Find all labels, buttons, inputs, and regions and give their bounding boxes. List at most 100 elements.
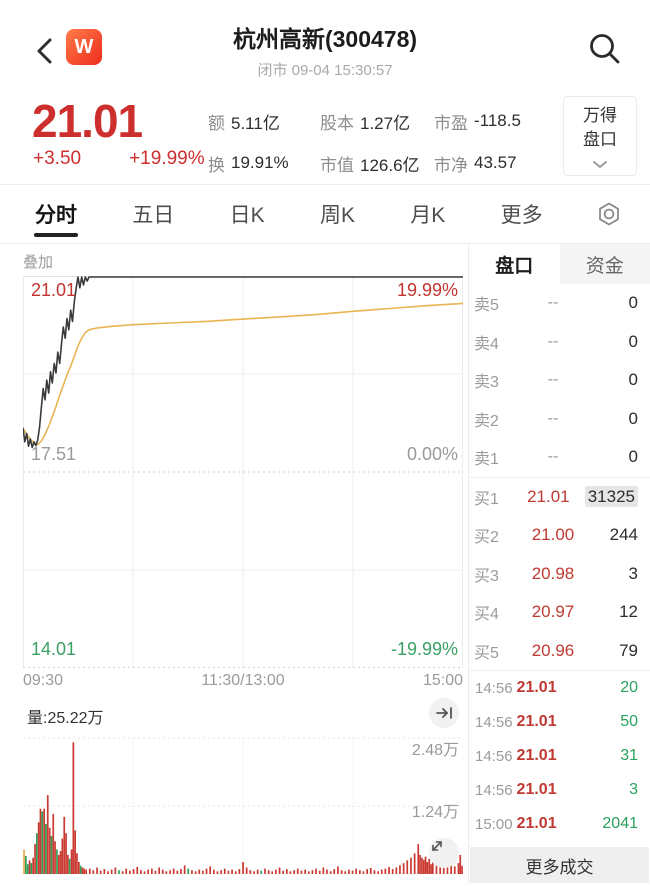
trade-volume: 2041 (602, 815, 638, 832)
wande-pankou-line1: 万得 (583, 106, 617, 125)
ask-volume: 0 (628, 370, 638, 390)
bid-row[interactable]: 买4 20.97 12 (469, 593, 650, 632)
trade-price: 21.01 (516, 815, 557, 832)
ask-row[interactable]: 卖4 -- 0 (469, 323, 650, 362)
panel-tab-1[interactable]: 资金 (585, 255, 624, 277)
trade-row[interactable]: 14:56 21.01 3 (469, 773, 650, 807)
quote-stats: 额 5.11亿 股本 1.27亿 市盈 -118.5 换 19.91% 市值 126.6亿 市净 43… (208, 100, 540, 184)
bid-price: 20.98 (531, 563, 575, 583)
trade-price: 21.01 (516, 713, 557, 730)
overlay-button[interactable]: 叠加 (23, 254, 54, 271)
stat-label: 市净 (434, 155, 468, 175)
wande-pankou-button[interactable]: 万得 盘口 (563, 96, 637, 176)
ask-volume: 0 (628, 447, 638, 467)
chart-area: 叠加 21.01 19.99% 17.51 0.00% 14.01 -19.99… (0, 244, 468, 884)
panel-tabs: 盘口 资金 (469, 244, 650, 284)
ask-price: -- (547, 409, 559, 427)
ask-price: -- (547, 332, 559, 350)
stat-value: 1.27亿 (360, 113, 411, 133)
stat-value: 126.6亿 (360, 155, 420, 175)
volume-chart[interactable]: 2.48万 1.24万 (23, 734, 463, 874)
chevron-down-icon (593, 161, 607, 168)
ask-price: -- (547, 371, 559, 389)
stat-value: 43.57 (474, 153, 517, 172)
bid-price: 21.01 (527, 486, 570, 506)
trade-time: 14:56 (475, 679, 513, 697)
trade-volume: 50 (620, 713, 638, 730)
bid-row[interactable]: 买3 20.98 3 (469, 555, 650, 594)
stat-label: 市值 (320, 155, 354, 175)
period-tab-5[interactable]: 更多 (500, 204, 543, 227)
ask-volume: 0 (628, 293, 638, 313)
bid-levels: 买1 21.01 31325 买2 21.00 244 买3 20.98 3 买4 20.97 12 买… (469, 476, 650, 671)
stat-value: -118.5 (474, 111, 521, 130)
ask-row[interactable]: 卖2 -- 0 (469, 400, 650, 439)
trade-price: 21.01 (516, 679, 557, 696)
stat-value: 19.91% (231, 153, 289, 172)
stat-2: 市盈 -118.5 (434, 100, 540, 142)
trade-time: 14:56 (475, 713, 513, 731)
last-price: 21.01 (32, 95, 143, 147)
stat-3: 换 19.91% (208, 142, 320, 184)
trade-row[interactable]: 14:56 21.01 31 (469, 739, 650, 773)
trade-price: 21.01 (516, 747, 557, 764)
trade-row[interactable]: 14:56 21.01 50 (469, 705, 650, 739)
bid-volume: 12 (619, 602, 638, 622)
jump-to-latest-button[interactable] (429, 698, 459, 728)
stat-5: 市净 43.57 (434, 142, 540, 184)
x-tick-close: 15:00 (422, 672, 463, 689)
trade-row[interactable]: 15:00 21.01 2041 (469, 807, 650, 841)
ask-label: 卖2 (474, 412, 499, 430)
bid-row[interactable]: 买1 21.01 31325 (469, 478, 650, 517)
panel-tab-0[interactable]: 盘口 (469, 244, 560, 284)
bid-label: 买5 (474, 644, 499, 662)
stat-label: 换 (208, 155, 225, 175)
more-trades-button[interactable]: 更多成交 (470, 847, 649, 883)
bid-volume: 244 (609, 525, 638, 545)
period-tab-1[interactable]: 五日 (132, 204, 175, 227)
bid-row[interactable]: 买5 20.96 79 (469, 632, 650, 671)
period-tab-3[interactable]: 周K (319, 204, 355, 227)
trade-volume: 20 (620, 679, 638, 696)
order-book-panel: 盘口 资金 卖5 -- 0 卖4 -- 0 卖3 -- 0 卖2 -- 0 卖1 -- 0 买1 21.01 31… (468, 244, 650, 884)
ask-row[interactable]: 卖3 -- 0 (469, 361, 650, 400)
arrow-to-end-icon (435, 707, 452, 719)
bid-row[interactable]: 买2 21.00 244 (469, 516, 650, 555)
highlighted-volume: 31325 (584, 485, 638, 507)
time-axis: 09:30 11:30/13:00 15:00 (23, 668, 463, 696)
ask-levels: 卖5 -- 0 卖4 -- 0 卖3 -- 0 卖2 -- 0 卖1 -- 0 (469, 284, 650, 477)
intraday-price-chart[interactable]: 21.01 19.99% 17.51 0.00% 14.01 -19.99% (23, 276, 463, 668)
search-icon[interactable] (588, 32, 622, 66)
ask-row[interactable]: 卖5 -- 0 (469, 284, 650, 323)
period-tabbar: 分时 五日 日K 周K 月K 更多 (0, 185, 650, 244)
ask-label: 卖1 (474, 451, 499, 469)
x-tick-noon: 11:30/13:00 (201, 672, 285, 689)
period-tab-4[interactable]: 月K (410, 204, 446, 227)
back-button[interactable] (34, 36, 56, 66)
period-tab-2[interactable]: 日K (229, 204, 265, 227)
price-change: +3.50 (33, 148, 82, 169)
stat-label: 市盈 (434, 113, 468, 133)
bid-label: 买2 (474, 529, 499, 547)
ask-volume: 0 (628, 408, 638, 428)
bid-volume: 31325 (584, 485, 638, 507)
ask-label: 卖4 (474, 335, 499, 353)
period-tab-0[interactable]: 分时 (33, 185, 79, 243)
stat-1: 股本 1.27亿 (320, 100, 434, 142)
ask-row[interactable]: 卖1 -- 0 (469, 438, 650, 477)
header: W 杭州高新(300478) 闭市 09-04 15:30:57 (0, 0, 650, 90)
bid-price: 21.00 (531, 525, 575, 545)
expand-chart-button[interactable] (429, 838, 459, 868)
ask-label: 卖3 (474, 374, 499, 392)
trade-price: 21.01 (516, 781, 557, 798)
ask-price: -- (547, 294, 559, 312)
wande-pankou-line2: 盘口 (583, 130, 617, 149)
bid-label: 买1 (474, 490, 499, 508)
chart-settings-gear-icon[interactable] (596, 201, 622, 227)
ask-price: -- (547, 448, 559, 466)
trade-row[interactable]: 14:56 21.01 20 (469, 671, 650, 705)
price-change-percent: +19.99% (129, 148, 205, 169)
x-tick-open: 09:30 (23, 672, 64, 689)
bid-volume: 3 (628, 563, 638, 583)
